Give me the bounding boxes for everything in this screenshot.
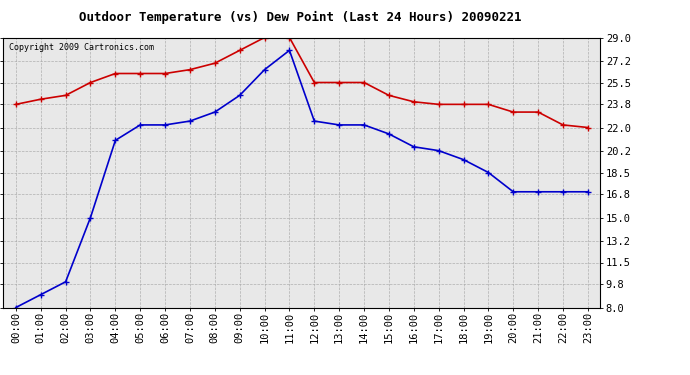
Text: Copyright 2009 Cartronics.com: Copyright 2009 Cartronics.com (10, 43, 155, 52)
Text: Outdoor Temperature (vs) Dew Point (Last 24 Hours) 20090221: Outdoor Temperature (vs) Dew Point (Last… (79, 11, 522, 24)
